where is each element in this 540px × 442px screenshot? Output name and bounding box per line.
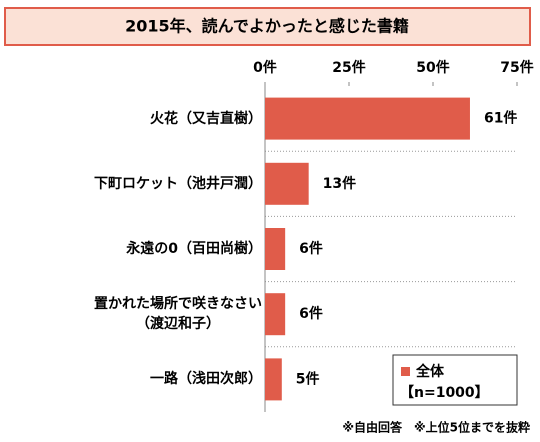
title-box (4, 7, 531, 46)
category-label: 一路（浅田次郎） (150, 371, 262, 388)
category-label: 置かれた場所で咲きなさい （渡辺和子） (94, 296, 262, 333)
bar (265, 228, 286, 270)
bar (265, 358, 282, 401)
legend-swatch (401, 367, 410, 376)
x-tick-label: 25件 (332, 59, 365, 76)
value-label: 5件 (296, 370, 320, 387)
x-tick-label: 50件 (416, 59, 449, 76)
bar (265, 97, 470, 140)
x-tick-label: 0件 (253, 59, 277, 76)
legend-note: 【n=1000】 (400, 385, 489, 401)
x-tick-label: 75件 (500, 59, 533, 76)
category-label: 下町ロケット（池井戸潤） (94, 175, 262, 192)
category-label: 永遠の0（百田尚樹） (126, 241, 262, 257)
legend-label: 全体 (415, 363, 445, 380)
bar (265, 293, 286, 336)
footnote: ※自由回答 ※上位5位までを抜粋 (342, 420, 530, 435)
value-label: 61件 (484, 110, 517, 127)
category-label: 火花（又吉直樹） (150, 110, 262, 127)
value-label: 6件 (299, 240, 323, 257)
value-label: 13件 (323, 175, 356, 192)
chart-title: 2015年、読んでよかったと感じた書籍 (125, 17, 409, 36)
bar (265, 162, 309, 205)
value-label: 6件 (299, 305, 323, 322)
legend-box (392, 354, 518, 406)
